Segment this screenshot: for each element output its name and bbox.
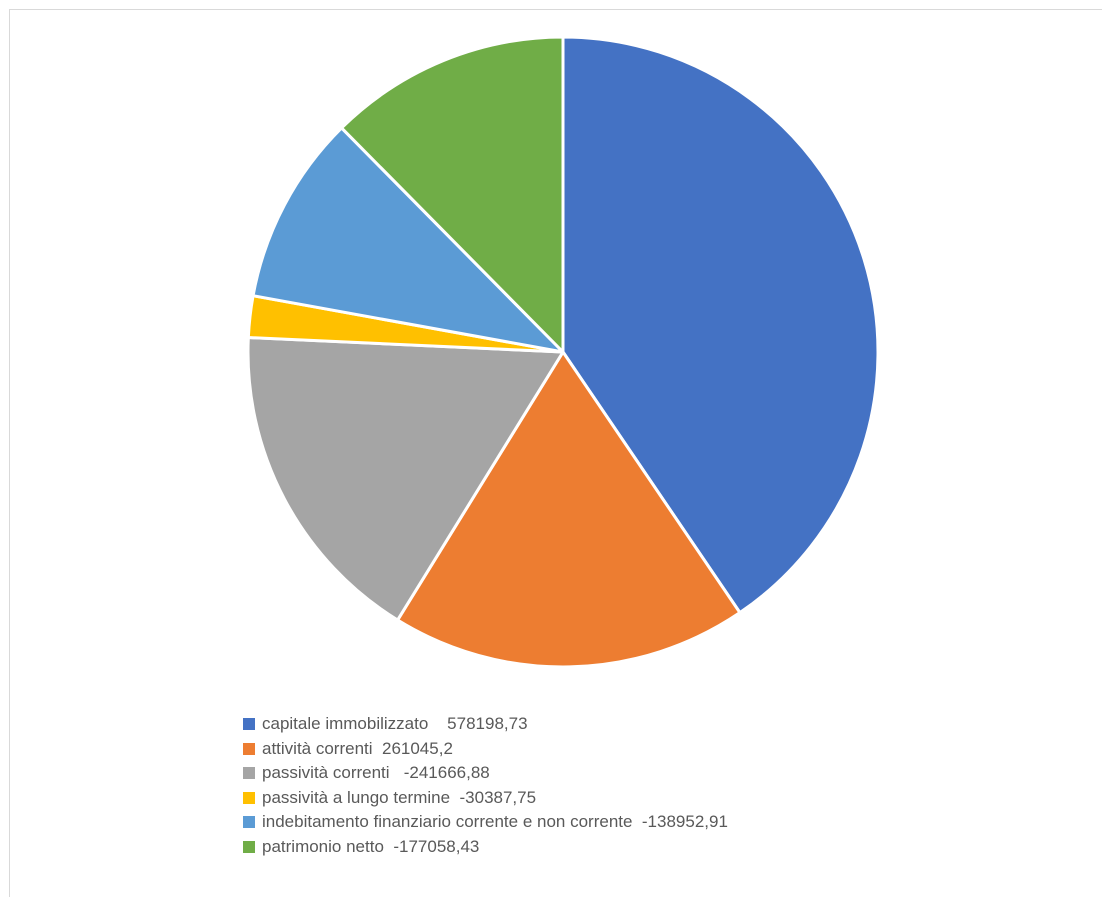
pie-slice-attivita-correnti <box>396 350 742 669</box>
legend-label: attività correnti 261045,2 <box>262 738 453 758</box>
legend-swatch <box>243 742 255 755</box>
legend-item-passivita-correnti: passività correnti -241666,88 <box>243 761 728 786</box>
legend-label: patrimonio netto -177058,43 <box>262 836 480 856</box>
legend-swatch <box>243 791 255 804</box>
legend-item-attivita-correnti: attività correnti 261045,2 <box>243 737 728 762</box>
legend-item-patrimonio-netto: patrimonio netto -177058,43 <box>243 835 728 860</box>
legend-label: passività a lungo termine -30387,75 <box>262 787 537 807</box>
legend-item-indebitamento-finanziario: indebitamento finanziario corrente e non… <box>243 810 728 835</box>
legend-label: indebitamento finanziario corrente e non… <box>262 812 728 832</box>
legend-swatch <box>243 767 255 780</box>
pie-slice-patrimonio-netto <box>340 35 565 354</box>
legend-item-passivita-lungo-termine: passività a lungo termine -30387,75 <box>243 786 728 811</box>
legend-swatch <box>243 816 255 829</box>
legend: capitale immobilizzato 578198,73 attivit… <box>243 712 728 859</box>
pie-slice-indebitamento-finanziario <box>251 126 565 354</box>
legend-item-capitale-immobilizzato: capitale immobilizzato 578198,73 <box>243 712 728 737</box>
pie-slices <box>246 35 880 669</box>
legend-label: capitale immobilizzato 578198,73 <box>262 714 528 734</box>
legend-swatch <box>243 718 255 731</box>
pie-slice-passivita-correnti <box>246 336 565 622</box>
pie-slice-capitale-immobilizzato <box>561 35 880 615</box>
legend-swatch <box>243 840 255 853</box>
legend-label: passività correnti -241666,88 <box>262 763 490 783</box>
